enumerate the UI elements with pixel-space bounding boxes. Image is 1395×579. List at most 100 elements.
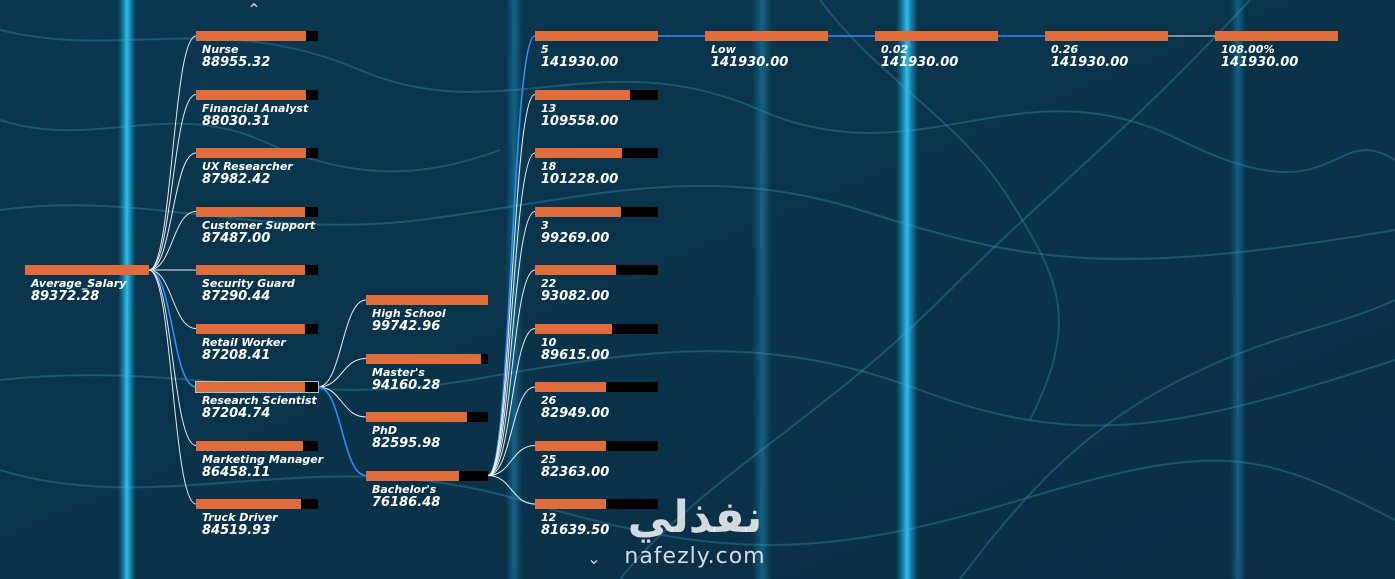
node-bar[interactable] xyxy=(535,148,658,158)
node-bar[interactable] xyxy=(535,206,658,217)
node-bar-fill xyxy=(875,31,998,41)
node-label: Security Guard xyxy=(202,277,295,290)
level-1-node[interactable]: Financial Analyst 88030.31 xyxy=(196,89,318,129)
level-7-node[interactable]: 108.00% 141930.00 xyxy=(1215,31,1338,70)
node-bar-fill xyxy=(1215,31,1338,41)
node-bar[interactable] xyxy=(196,499,318,509)
node-bar-fill xyxy=(1045,31,1168,41)
node-bar[interactable] xyxy=(196,206,318,217)
watermark-site: nafezly.com xyxy=(624,544,766,569)
node-label: Low xyxy=(711,43,736,56)
node-bar-fill xyxy=(535,31,658,41)
node-bar[interactable] xyxy=(366,470,488,481)
node-bar-fill xyxy=(196,323,305,334)
node-bar[interactable] xyxy=(366,295,488,305)
node-label: UX Researcher xyxy=(202,160,293,173)
node-bar[interactable] xyxy=(875,31,998,41)
level-1-node[interactable]: Truck Driver 84519.93 xyxy=(196,499,318,538)
node-bar[interactable] xyxy=(535,31,658,41)
link-level-3 xyxy=(487,386,536,476)
level-2-node[interactable]: Bachelor's 76186.48 xyxy=(366,470,488,510)
node-value: 87982.42 xyxy=(202,172,271,187)
node-label: Bachelor's xyxy=(372,482,437,496)
level-3-node[interactable]: 25 82363.00 xyxy=(535,440,658,480)
level-1-node[interactable]: UX Researcher 87982.42 xyxy=(196,148,318,187)
node-value: 87204.74 xyxy=(202,406,271,421)
node-bar[interactable] xyxy=(196,265,318,275)
level-1-node[interactable]: Customer Support 87487.00 xyxy=(196,206,318,246)
level-5-node[interactable]: 0.02 141930.00 xyxy=(875,31,998,70)
level-3-node[interactable]: 13 109558.00 xyxy=(535,89,658,129)
node-value: 82595.98 xyxy=(372,436,441,451)
level-1-node[interactable]: Security Guard 87290.44 xyxy=(196,265,318,304)
node-bar[interactable] xyxy=(196,440,318,451)
node-bar-fill xyxy=(196,148,306,158)
node-bar[interactable] xyxy=(1045,31,1168,41)
node-bar-fill xyxy=(366,412,468,422)
node-bar-fill xyxy=(196,206,305,217)
level-1-node[interactable]: Marketing Manager 86458.11 xyxy=(196,440,323,480)
link-level-1 xyxy=(148,152,197,271)
level-3-node[interactable]: 18 101228.00 xyxy=(535,148,658,187)
link-level-3 xyxy=(487,35,536,477)
node-bar-fill xyxy=(366,353,481,364)
node-value: 141930.00 xyxy=(1221,55,1299,70)
node-bar[interactable] xyxy=(535,265,658,275)
node-bar-fill xyxy=(196,89,306,100)
link-level-3 xyxy=(487,211,536,476)
node-label: Financial Analyst xyxy=(202,101,309,115)
node-bar[interactable] xyxy=(195,381,319,393)
level-4-node[interactable]: Low 141930.00 xyxy=(705,31,828,70)
chevron-up-icon[interactable]: ⌃ xyxy=(247,0,261,19)
node-bar[interactable] xyxy=(196,89,318,100)
node-value: 86458.11 xyxy=(202,464,271,480)
link-level-3 xyxy=(487,328,536,476)
node-label: 26 xyxy=(541,394,557,407)
node-bar-fill xyxy=(196,440,304,451)
node-bar-fill xyxy=(196,265,305,275)
node-bar[interactable] xyxy=(366,353,488,364)
level-2-node[interactable]: PhD 82595.98 xyxy=(366,412,488,451)
node-value: 82949.00 xyxy=(541,406,610,421)
link-level-2 xyxy=(317,358,367,388)
level-2-node[interactable]: High School 99742.96 xyxy=(366,295,488,334)
node-value: 82363.00 xyxy=(541,464,610,480)
level-1-node[interactable]: Retail Worker 87208.41 xyxy=(196,323,318,363)
level-3-node[interactable]: 26 82949.00 xyxy=(535,382,658,421)
link-level-3 xyxy=(487,152,536,476)
level-3-node[interactable]: 3 99269.00 xyxy=(535,206,658,246)
node-bar[interactable] xyxy=(535,382,658,392)
node-bar[interactable] xyxy=(705,31,828,41)
node-bar[interactable] xyxy=(535,440,658,451)
node-value: 101228.00 xyxy=(541,172,619,187)
node-bar[interactable] xyxy=(196,148,318,158)
node-bar[interactable] xyxy=(25,265,149,275)
node-bar[interactable] xyxy=(535,499,658,509)
node-bar[interactable] xyxy=(196,31,318,41)
level-6-node[interactable]: 0.26 141930.00 xyxy=(1045,31,1168,70)
chevron-down-icon[interactable]: ⌄ xyxy=(587,549,601,568)
level-1-node[interactable]: Nurse 88955.32 xyxy=(196,31,318,70)
node-bar-fill xyxy=(705,31,828,41)
link-level-3 xyxy=(487,269,536,476)
node-bar-fill xyxy=(535,323,613,334)
link-level-1 xyxy=(148,269,197,446)
level-1-node[interactable]: Research Scientist 87204.74 xyxy=(195,381,319,421)
node-bar[interactable] xyxy=(535,323,658,334)
level-3-node[interactable]: 5 141930.00 xyxy=(535,31,658,70)
level-3-node[interactable]: 12 81639.50 xyxy=(535,499,658,538)
link-level-1 xyxy=(148,35,197,271)
level-2-node[interactable]: Master's 94160.28 xyxy=(366,353,488,393)
node-bar[interactable] xyxy=(1215,31,1338,41)
link-level-1 xyxy=(148,269,197,505)
node-bar[interactable] xyxy=(535,89,658,100)
node-bar[interactable] xyxy=(196,323,318,334)
node-bar-fill xyxy=(535,206,622,217)
root-node[interactable]: Average_Salary 89372.28 xyxy=(25,265,149,304)
link-level-2 xyxy=(317,386,367,418)
node-bar[interactable] xyxy=(366,412,488,422)
node-label: 18 xyxy=(541,160,557,173)
level-3-node[interactable]: 22 93082.00 xyxy=(535,265,658,304)
node-bar-fill xyxy=(366,295,488,305)
level-3-node[interactable]: 10 89615.00 xyxy=(535,323,658,363)
